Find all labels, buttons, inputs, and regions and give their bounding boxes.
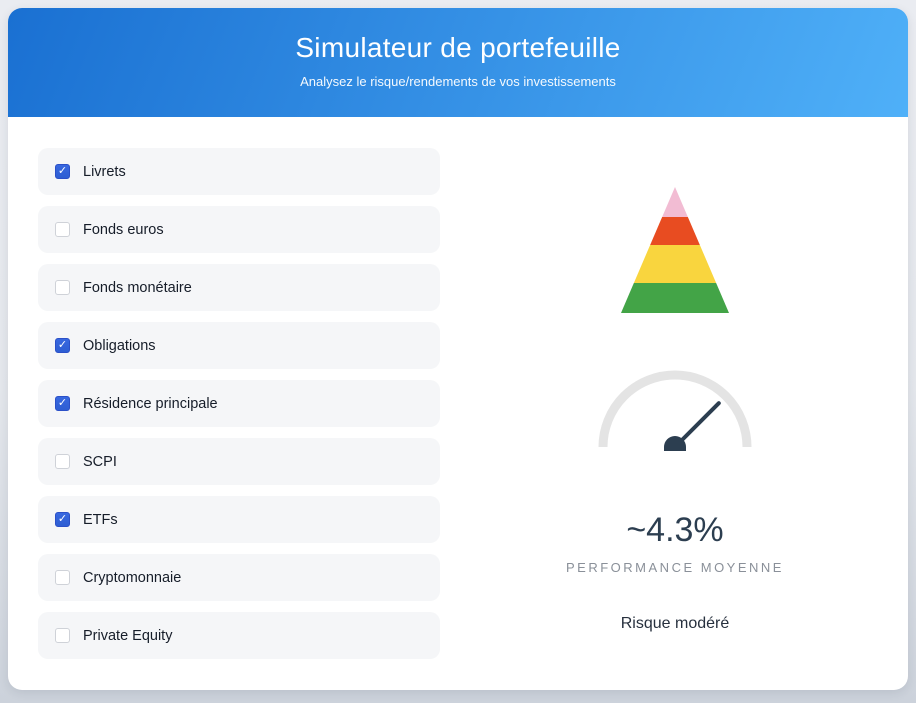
gauge-hub: [664, 436, 686, 451]
risk-pyramid-icon: [621, 187, 729, 313]
pyramid-band-green: [621, 283, 729, 313]
asset-checkbox[interactable]: [55, 396, 70, 411]
page-subtitle: Analysez le risque/rendements de vos inv…: [300, 74, 616, 89]
gauge-arc: [598, 370, 752, 448]
asset-row[interactable]: Cryptomonnaie: [38, 554, 440, 601]
asset-checklist: Livrets Fonds euros Fonds monétaire Obli…: [38, 148, 440, 670]
asset-row[interactable]: SCPI: [38, 438, 440, 485]
asset-row[interactable]: Obligations: [38, 322, 440, 369]
asset-label: Résidence principale: [83, 395, 218, 412]
asset-label: Fonds monétaire: [83, 279, 192, 296]
asset-label: Cryptomonnaie: [83, 569, 182, 586]
asset-row[interactable]: Livrets: [38, 148, 440, 195]
main-content: Livrets Fonds euros Fonds monétaire Obli…: [8, 117, 908, 670]
asset-label: Fonds euros: [83, 221, 164, 238]
risk-gauge: [598, 370, 752, 451]
results-panel: ~4.3% PERFORMANCE MOYENNE Risque modéré: [440, 148, 878, 670]
asset-label: Obligations: [83, 337, 156, 354]
asset-checkbox[interactable]: [55, 628, 70, 643]
asset-row[interactable]: Résidence principale: [38, 380, 440, 427]
asset-checkbox[interactable]: [55, 222, 70, 237]
pyramid-band-top: [621, 187, 729, 217]
risk-level-label: Risque modéré: [620, 615, 730, 632]
asset-checkbox[interactable]: [55, 338, 70, 353]
asset-checkbox[interactable]: [55, 280, 70, 295]
performance-label: PERFORMANCE MOYENNE: [566, 560, 784, 575]
asset-row[interactable]: Private Equity: [38, 612, 440, 659]
asset-checkbox[interactable]: [55, 570, 70, 585]
asset-label: ETFs: [83, 511, 118, 528]
pyramid-band-red: [621, 217, 729, 245]
portfolio-simulator-card: Simulateur de portefeuille Analysez le r…: [8, 8, 908, 690]
asset-label: Private Equity: [83, 627, 173, 644]
asset-label: SCPI: [83, 453, 117, 470]
asset-row[interactable]: ETFs: [38, 496, 440, 543]
page-title: Simulateur de portefeuille: [295, 32, 621, 63]
asset-row[interactable]: Fonds euros: [38, 206, 440, 253]
asset-checkbox[interactable]: [55, 512, 70, 527]
asset-checkbox[interactable]: [55, 164, 70, 179]
asset-row[interactable]: Fonds monétaire: [38, 264, 440, 311]
header: Simulateur de portefeuille Analysez le r…: [8, 8, 908, 117]
pyramid-band-yellow: [621, 245, 729, 283]
asset-checkbox[interactable]: [55, 454, 70, 469]
performance-value: ~4.3%: [626, 511, 724, 549]
asset-label: Livrets: [83, 163, 126, 180]
